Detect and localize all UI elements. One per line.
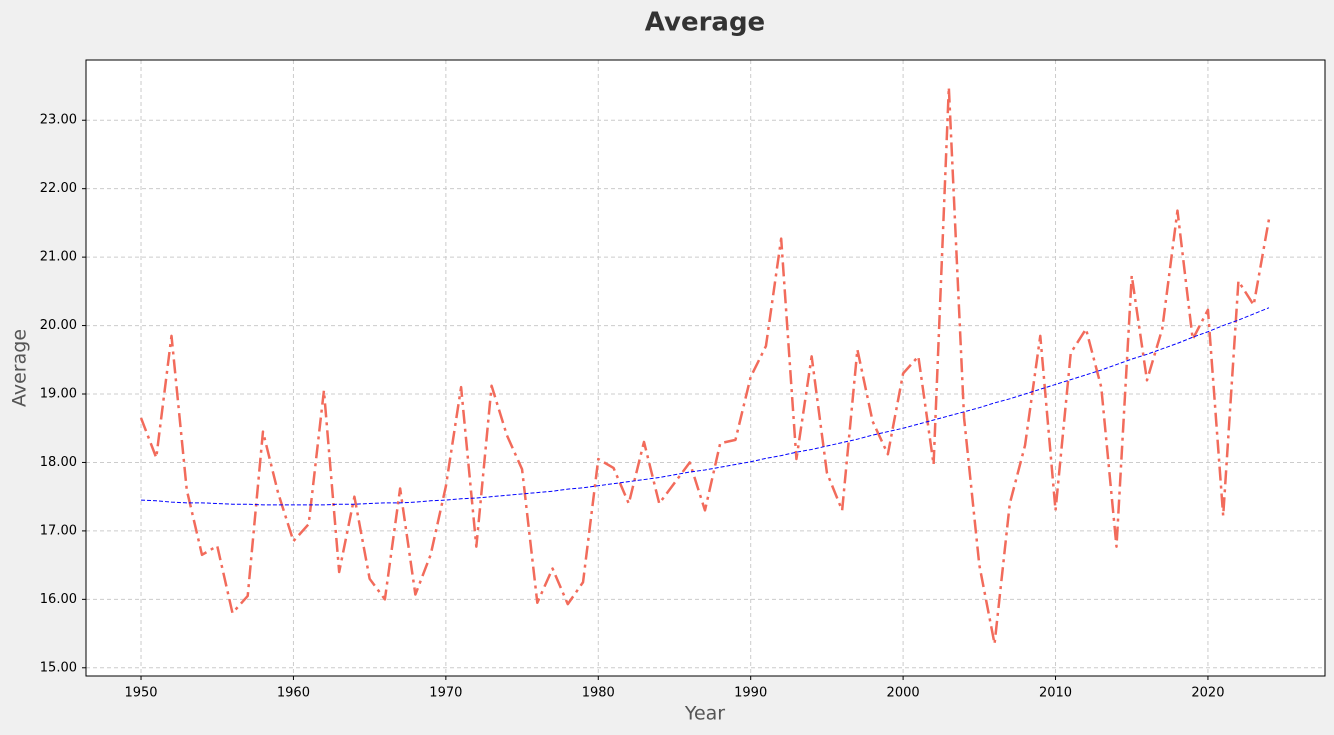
plot-layer: 15.00 16.00 17.00 18.00 19.00 20.00 21.00 22.00… — [40, 60, 1325, 701]
data-line — [139, 86, 1271, 646]
plot-frame — [85, 59, 1326, 677]
x-tick-label: 1970 — [429, 686, 462, 701]
y-tick-label: 22.00 — [40, 181, 77, 196]
data-line — [141, 307, 1270, 506]
x-tick-label: 2010 — [1039, 686, 1072, 701]
x-tick-label: 1990 — [734, 686, 767, 701]
y-tick-label: 15.00 — [40, 660, 77, 675]
y-tick-label: 23.00 — [40, 113, 77, 128]
y-tick-label: 16.00 — [40, 592, 77, 607]
x-tick-label: 1950 — [124, 686, 157, 701]
x-tick-label: 2000 — [887, 686, 920, 701]
x-tick-label: 1980 — [582, 686, 615, 701]
chart-title: Average — [645, 8, 765, 38]
y-axis-label: Average — [9, 329, 31, 407]
y-tick-label: 19.00 — [40, 387, 77, 402]
y-tick-label: 20.00 — [40, 318, 77, 333]
y-tick-label: 17.00 — [40, 523, 77, 538]
y-tick-label: 21.00 — [40, 250, 77, 265]
x-axis-label: Year — [684, 703, 725, 725]
plot-area — [86, 60, 1325, 676]
x-tick-label: 1960 — [277, 686, 310, 701]
x-tick-label: 2020 — [1191, 686, 1224, 701]
y-tick-label: 18.00 — [40, 455, 77, 470]
